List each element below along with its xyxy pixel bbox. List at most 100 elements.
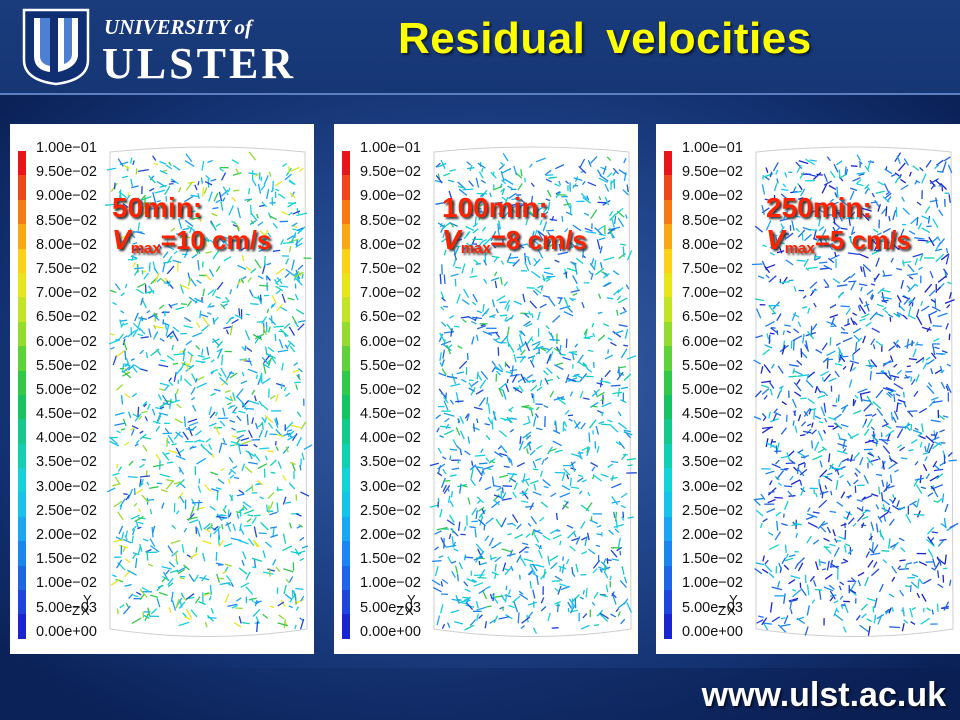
- velocity-vector: [503, 203, 507, 213]
- velocity-vector: [170, 227, 176, 232]
- velocity-vector: [887, 507, 891, 513]
- velocity-vector: [464, 624, 475, 631]
- velocity-vector: [227, 603, 238, 608]
- velocity-vector: [176, 479, 185, 488]
- velocity-vector: [225, 396, 233, 402]
- velocity-vector: [455, 426, 461, 436]
- velocity-vector: [942, 415, 949, 418]
- velocity-vector: [465, 225, 475, 231]
- velocity-vector: [604, 354, 614, 360]
- velocity-vector: [819, 267, 829, 270]
- velocity-vector: [850, 577, 857, 583]
- velocity-vector: [440, 340, 452, 346]
- velocity-vector: [906, 426, 911, 432]
- velocity-vector: [139, 349, 145, 355]
- velocity-vector: [442, 484, 447, 493]
- velocity-vector: [109, 440, 120, 447]
- velocity-vector: [485, 517, 494, 525]
- velocity-vector: [297, 227, 304, 232]
- velocity-vector: [820, 406, 826, 417]
- velocity-vector: [834, 370, 840, 378]
- velocity-vector: [139, 478, 144, 488]
- velocity-vector: [500, 517, 507, 528]
- velocity-vector: [934, 248, 943, 252]
- velocity-vector: [152, 314, 160, 321]
- velocity-vector: [183, 564, 190, 571]
- velocity-vector: [250, 220, 255, 225]
- velocity-vector: [845, 168, 849, 176]
- velocity-vector: [245, 486, 253, 493]
- velocity-vector: [621, 453, 627, 461]
- velocity-vector: [892, 210, 897, 221]
- velocity-vector: [761, 413, 767, 418]
- velocity-vector: [466, 413, 470, 422]
- velocity-vector: [189, 553, 198, 559]
- velocity-vector: [170, 539, 181, 545]
- velocity-vector: [262, 404, 269, 411]
- velocity-vector: [582, 397, 590, 401]
- velocity-vector: [509, 368, 518, 372]
- velocity-vector: [523, 312, 530, 319]
- colorbar-tick-label: 7.00e−02: [682, 285, 743, 302]
- velocity-vector: [480, 201, 487, 207]
- velocity-vector: [529, 163, 533, 168]
- velocity-vector: [524, 252, 527, 263]
- velocity-vector: [262, 326, 267, 336]
- velocity-vector: [238, 616, 242, 624]
- velocity-vector: [128, 475, 138, 479]
- velocity-vector: [518, 546, 528, 554]
- velocity-vector: [783, 210, 789, 220]
- colorbar-tick-label: 1.00e−01: [682, 140, 743, 156]
- velocity-vector: [940, 381, 946, 390]
- velocity-vector: [256, 479, 263, 486]
- velocity-vector: [476, 240, 484, 249]
- velocity-vector: [483, 465, 494, 470]
- colorbar-segment: [342, 443, 350, 469]
- velocity-vector: [162, 432, 172, 435]
- velocity-vector: [145, 352, 149, 359]
- velocity-vector: [914, 237, 925, 240]
- velocity-vector: [148, 175, 156, 184]
- velocity-vector: [937, 275, 948, 283]
- velocity-vector: [522, 405, 530, 408]
- velocity-vector: [783, 564, 790, 571]
- velocity-vector: [568, 297, 574, 302]
- velocity-vector: [891, 565, 898, 574]
- velocity-vector: [793, 328, 800, 334]
- velocity-vector: [788, 375, 797, 378]
- velocity-vector: [872, 228, 879, 233]
- velocity-vector: [449, 399, 454, 405]
- velocity-vector: [441, 222, 451, 230]
- velocity-vector: [162, 262, 166, 273]
- velocity-vector: [275, 417, 279, 425]
- velocity-vector: [840, 331, 849, 334]
- velocity-vector: [183, 249, 189, 259]
- velocity-vector: [261, 416, 266, 423]
- velocity-vector: [863, 428, 870, 436]
- velocity-vector: [764, 559, 769, 565]
- velocity-vector: [481, 470, 484, 476]
- velocity-vector: [122, 335, 128, 340]
- velocity-vector: [900, 609, 905, 613]
- velocity-vector: [471, 380, 479, 387]
- velocity-vector: [471, 460, 474, 466]
- velocity-vector: [285, 258, 290, 265]
- velocity-vector: [181, 544, 185, 553]
- velocity-vector: [228, 456, 234, 463]
- velocity-vector: [840, 423, 849, 428]
- velocity-vector: [149, 538, 156, 547]
- velocity-vector: [840, 227, 848, 230]
- velocity-vector: [858, 173, 865, 177]
- velocity-vector: [502, 562, 507, 572]
- velocity-vector: [763, 394, 768, 400]
- velocity-vector: [286, 235, 295, 241]
- velocity-vector: [449, 448, 458, 451]
- velocity-vector: [471, 578, 478, 583]
- velocity-vector: [220, 367, 227, 378]
- velocity-vector: [444, 417, 450, 423]
- velocity-vector: [620, 618, 626, 625]
- velocity-vector: [261, 201, 268, 208]
- velocity-vector: [490, 242, 497, 249]
- velocity-vector: [878, 583, 884, 593]
- velocity-vector: [777, 580, 781, 588]
